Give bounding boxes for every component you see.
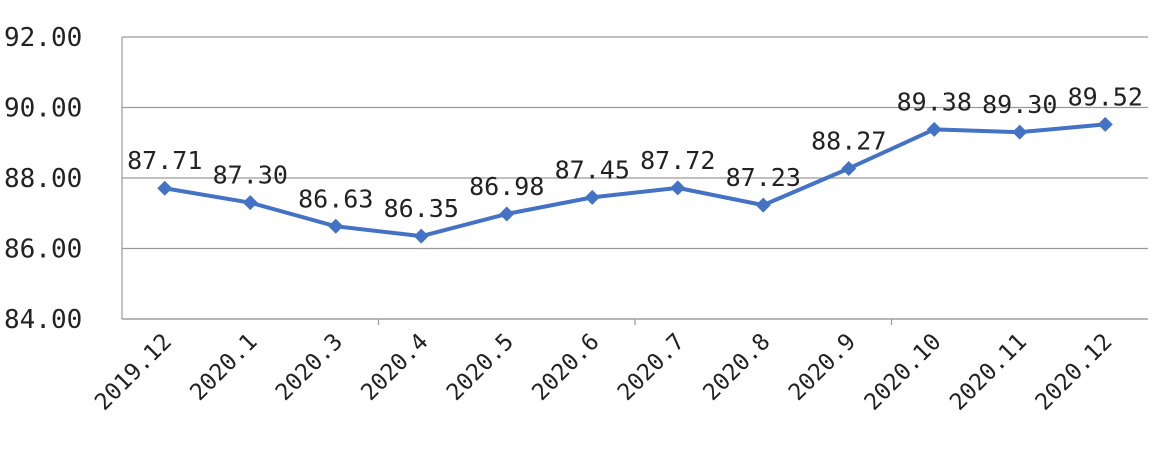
x-tick-label: 2020.12 [1031,329,1118,416]
y-axis-tick-labels: 84.00 86.00 88.00 90.00 92.00 [4,23,82,335]
series-line [164,122,1106,239]
data-label: 87.23 [726,163,801,192]
x-tick-label: 2019.12 [90,329,177,416]
data-labels: 87.71 87.30 86.63 86.35 86.98 87.45 87.72 87.23… [127,82,1143,223]
data-point-marker [755,197,771,213]
data-point-marker [157,180,173,196]
x-tick-label: 2020.3 [271,329,348,406]
x-tick-label: 2020.4 [356,329,433,406]
data-label: 86.98 [469,172,544,201]
axes [121,37,1148,325]
data-point-marker [1012,124,1028,140]
data-point-marker [413,228,429,244]
data-point-marker [499,206,515,222]
series-line [164,122,1106,239]
x-axis-tick-labels: 2019.12 2020.1 2020.3 2020.4 2020.5 2020.6 202… [90,329,1117,416]
y-tick-label: 86.00 [4,235,82,265]
data-point-marker [1097,116,1113,132]
x-tick-label: 2020.9 [784,329,861,406]
x-tick-label: 2020.10 [860,329,947,416]
series-markers [157,116,1113,244]
y-tick-label: 88.00 [4,164,82,194]
data-label: 87.72 [640,146,715,175]
y-tick-label: 90.00 [4,94,82,124]
x-tick-label: 2020.1 [185,329,262,406]
data-label: 89.52 [1068,82,1143,111]
data-point-marker [584,189,600,205]
x-tick-label: 2020.11 [945,329,1032,416]
data-label: 88.27 [811,126,886,155]
data-point-marker [328,218,344,234]
data-label: 89.38 [897,87,972,116]
data-point-marker [926,121,942,137]
x-tick-label: 2020.7 [613,329,690,406]
x-tick-label: 2020.5 [442,329,519,406]
data-label: 86.63 [298,184,373,213]
data-label: 87.71 [127,146,202,175]
data-point-marker [841,160,857,176]
y-tick-label: 84.00 [4,305,82,335]
y-tick-label: 92.00 [4,23,82,53]
data-point-marker [242,195,258,211]
data-label: 89.30 [982,90,1057,119]
x-tick-label: 2020.8 [698,329,775,406]
data-label: 87.30 [213,161,288,190]
x-tick-label: 2020.6 [527,329,604,406]
data-point-marker [670,180,686,196]
data-label: 86.35 [384,194,459,223]
data-label: 87.45 [555,155,630,184]
